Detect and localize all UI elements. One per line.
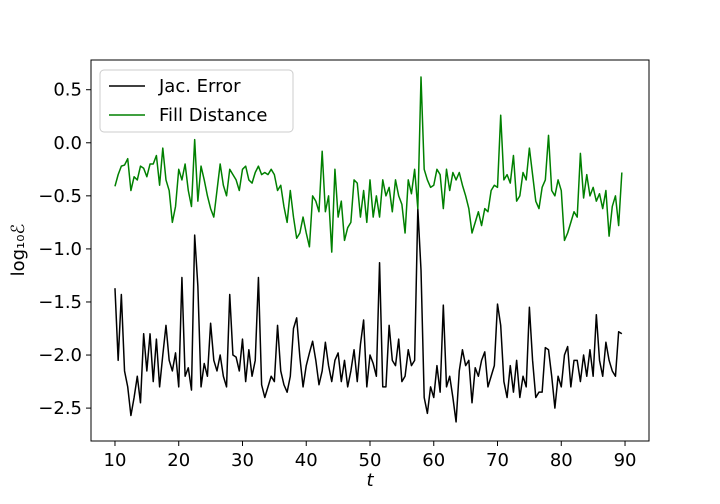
legend-label: Jac. Error xyxy=(158,76,241,97)
y-tick-label: 0.0 xyxy=(53,133,82,154)
x-tick-label: 80 xyxy=(550,450,573,471)
x-tick-label: 20 xyxy=(167,450,190,471)
y-tick-label: −1.5 xyxy=(38,292,82,313)
y-tick-label: 0.5 xyxy=(53,80,82,101)
x-tick-label: 90 xyxy=(614,450,637,471)
series-line xyxy=(114,76,623,253)
x-tick-label: 50 xyxy=(359,450,382,471)
y-tick-label: −2.0 xyxy=(38,345,82,366)
x-tick-label: 10 xyxy=(104,450,127,471)
plot-frame xyxy=(90,59,650,442)
y-tick-label: −2.5 xyxy=(38,398,82,419)
legend-box xyxy=(99,69,294,133)
y-axis-label: log₁₀ℰ xyxy=(8,224,29,277)
x-axis-label: t xyxy=(366,470,374,491)
series-line xyxy=(114,207,623,423)
y-tick-label: −1.0 xyxy=(38,239,82,260)
x-tick-label: 30 xyxy=(231,450,254,471)
x-tick-label: 60 xyxy=(422,450,445,471)
x-tick-label: 70 xyxy=(486,450,509,471)
x-tick-label: 40 xyxy=(295,450,318,471)
y-tick-label: −0.5 xyxy=(38,186,82,207)
legend-label: Fill Distance xyxy=(159,105,267,126)
